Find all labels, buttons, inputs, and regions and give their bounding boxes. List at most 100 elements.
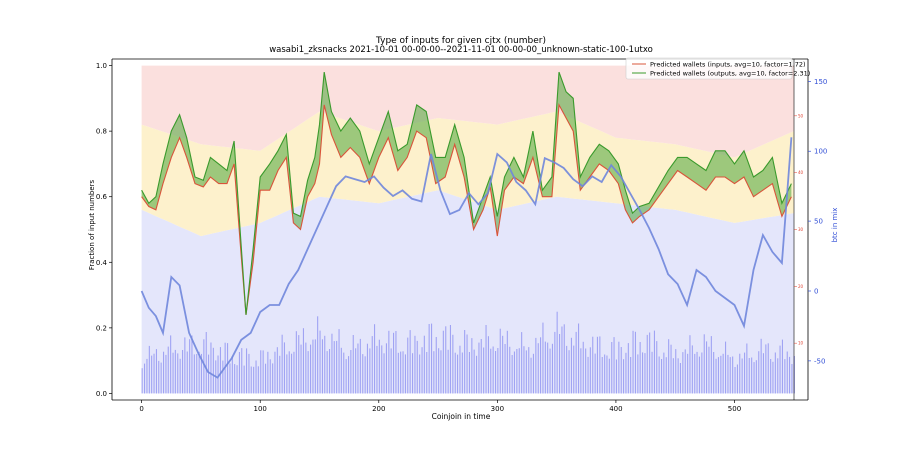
- plot-layer: [140, 65, 795, 394]
- fresh-input-bar: [442, 330, 444, 394]
- fresh-input-bar: [476, 355, 478, 394]
- fresh-input-bar: [281, 334, 283, 394]
- fresh-input-bar: [454, 352, 456, 394]
- fresh-input-bar: [694, 353, 696, 394]
- fresh-input-bar: [744, 352, 746, 394]
- x-tick-label: 400: [609, 405, 622, 413]
- fresh-input-bar: [679, 363, 681, 394]
- fresh-input-bar: [556, 311, 558, 394]
- fresh-input-bar: [393, 332, 395, 394]
- y2-axis-label: btc in mix: [831, 208, 839, 243]
- fresh-input-bar: [200, 353, 202, 394]
- fresh-input-bar: [611, 342, 613, 394]
- fresh-input-bar: [324, 335, 326, 394]
- fresh-input-bar: [774, 352, 776, 394]
- fresh-input-bar: [720, 355, 722, 394]
- fresh-input-bar: [739, 353, 741, 394]
- fresh-input-bar: [578, 323, 580, 394]
- fresh-input-bar: [348, 356, 350, 394]
- fresh-input-bar: [691, 345, 693, 394]
- fresh-input-bar: [423, 335, 425, 394]
- fresh-input-bar: [167, 346, 169, 394]
- fresh-input-bar: [288, 351, 290, 394]
- y2-tick-label: 100: [814, 148, 827, 156]
- fresh-input-bar: [362, 354, 364, 394]
- fresh-input-bar: [563, 324, 565, 394]
- fresh-input-bar: [601, 357, 603, 394]
- fresh-input-bar: [371, 336, 373, 394]
- fresh-input-bar: [713, 352, 715, 394]
- fresh-input-bar: [535, 337, 537, 394]
- fresh-input-bar: [205, 332, 207, 394]
- fresh-input-bar: [755, 360, 757, 394]
- y2-tick-label: -50: [814, 357, 825, 365]
- fresh-input-bar: [383, 353, 385, 394]
- fresh-input-bar: [260, 350, 262, 394]
- x-tick-label: 100: [254, 405, 267, 413]
- fresh-input-bar: [279, 355, 281, 394]
- x-tick-label: 200: [372, 405, 385, 413]
- fresh-input-bar: [585, 348, 587, 394]
- fresh-input-bar: [445, 326, 447, 394]
- fresh-input-bar: [634, 331, 636, 394]
- fresh-input-bar: [547, 342, 549, 394]
- y-tick-label: 0.2: [96, 324, 107, 332]
- fresh-input-bar: [589, 347, 591, 394]
- legend-label-inputs: Predicted wallets (inputs, avg=10, facto…: [650, 61, 806, 69]
- fresh-input-bar: [668, 339, 670, 394]
- fresh-input-bar: [155, 349, 157, 394]
- fresh-input-bar: [753, 362, 755, 394]
- fresh-input-bar: [435, 337, 437, 394]
- fresh-input-bar: [359, 338, 361, 394]
- x-tick-label: 300: [491, 405, 504, 413]
- fresh-input-bar: [715, 358, 717, 394]
- fresh-input-bar: [338, 329, 340, 394]
- fresh-input-bar: [478, 342, 480, 394]
- fresh-input-bar: [376, 345, 378, 394]
- fresh-input-bar: [677, 358, 679, 394]
- fresh-input-bar: [295, 331, 297, 394]
- fresh-input-bar: [689, 335, 691, 394]
- fresh-input-bar: [781, 339, 783, 394]
- fresh-input-bar: [267, 351, 269, 394]
- fresh-input-bar: [608, 358, 610, 394]
- fresh-input-bar: [404, 354, 406, 394]
- fresh-input-bar: [248, 353, 250, 394]
- fresh-input-bar: [509, 346, 511, 394]
- x-tick-label: 500: [728, 405, 741, 413]
- fresh-input-bar: [419, 354, 421, 394]
- fresh-input-bar: [575, 331, 577, 394]
- fresh-input-bar: [345, 359, 347, 394]
- fresh-input-bar: [170, 335, 172, 394]
- fresh-input-bar: [684, 349, 686, 394]
- fresh-input-bar: [198, 351, 200, 394]
- x-axis-label: Coinjoin in time: [432, 412, 491, 421]
- fresh-input-bar: [177, 353, 179, 394]
- fresh-input-bar: [255, 360, 257, 394]
- fresh-input-bar: [329, 349, 331, 394]
- fresh-input-bar: [234, 364, 236, 394]
- fresh-input-bar: [291, 353, 293, 394]
- fresh-input-bar: [620, 347, 622, 394]
- fresh-input-bar: [203, 339, 205, 394]
- fresh-input-bar: [321, 339, 323, 394]
- fresh-input-bar: [428, 324, 430, 394]
- fresh-input-bar: [172, 352, 174, 394]
- fresh-input-bar: [208, 354, 210, 394]
- fresh-input-bar: [758, 351, 760, 394]
- y-tick-label: 0.6: [96, 193, 108, 201]
- fresh-input-bar: [480, 339, 482, 394]
- legend-box: [625, 57, 793, 80]
- fresh-input-bar: [710, 336, 712, 394]
- fresh-input-bar: [196, 354, 198, 394]
- fresh-input-bar: [727, 354, 729, 394]
- fresh-input-bar: [257, 366, 259, 394]
- fresh-input-bar: [521, 332, 523, 394]
- fresh-input-bar: [793, 356, 795, 394]
- fresh-input-bar: [649, 332, 651, 394]
- fresh-input-bar: [675, 349, 677, 394]
- y-tick-label: 0.4: [96, 259, 108, 267]
- fresh-input-bar: [687, 353, 689, 394]
- band-yellow: [141, 111, 794, 237]
